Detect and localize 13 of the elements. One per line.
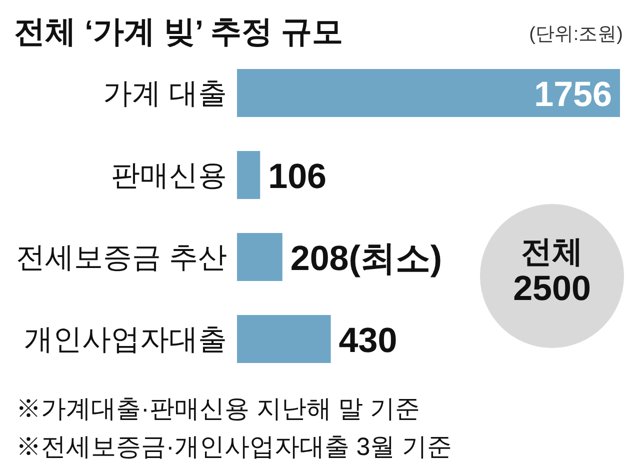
annotation: ※전세보증금·개인사업자대출 3월 기준 bbox=[16, 433, 452, 461]
data-label: 1756 bbox=[534, 75, 612, 114]
annotation: 전체 2500 bbox=[513, 234, 591, 308]
data-label: 106 bbox=[268, 157, 327, 196]
category-label: 전세보증금 추산 bbox=[16, 242, 227, 274]
data-label: 208(최소) bbox=[290, 239, 442, 278]
subtitle: (단위:조원) bbox=[529, 24, 623, 45]
title: 전체 ‘가계 빚’ 추정 규모 bbox=[14, 14, 343, 49]
category-label: 판매신용 bbox=[111, 160, 227, 192]
category-label: 가계 대출 bbox=[102, 78, 227, 110]
category-label: 개인사업자대출 bbox=[24, 324, 227, 356]
data-label: 430 bbox=[338, 321, 398, 360]
annotation: ※가계대출·판매신용 지난해 말 기준 bbox=[16, 395, 420, 423]
